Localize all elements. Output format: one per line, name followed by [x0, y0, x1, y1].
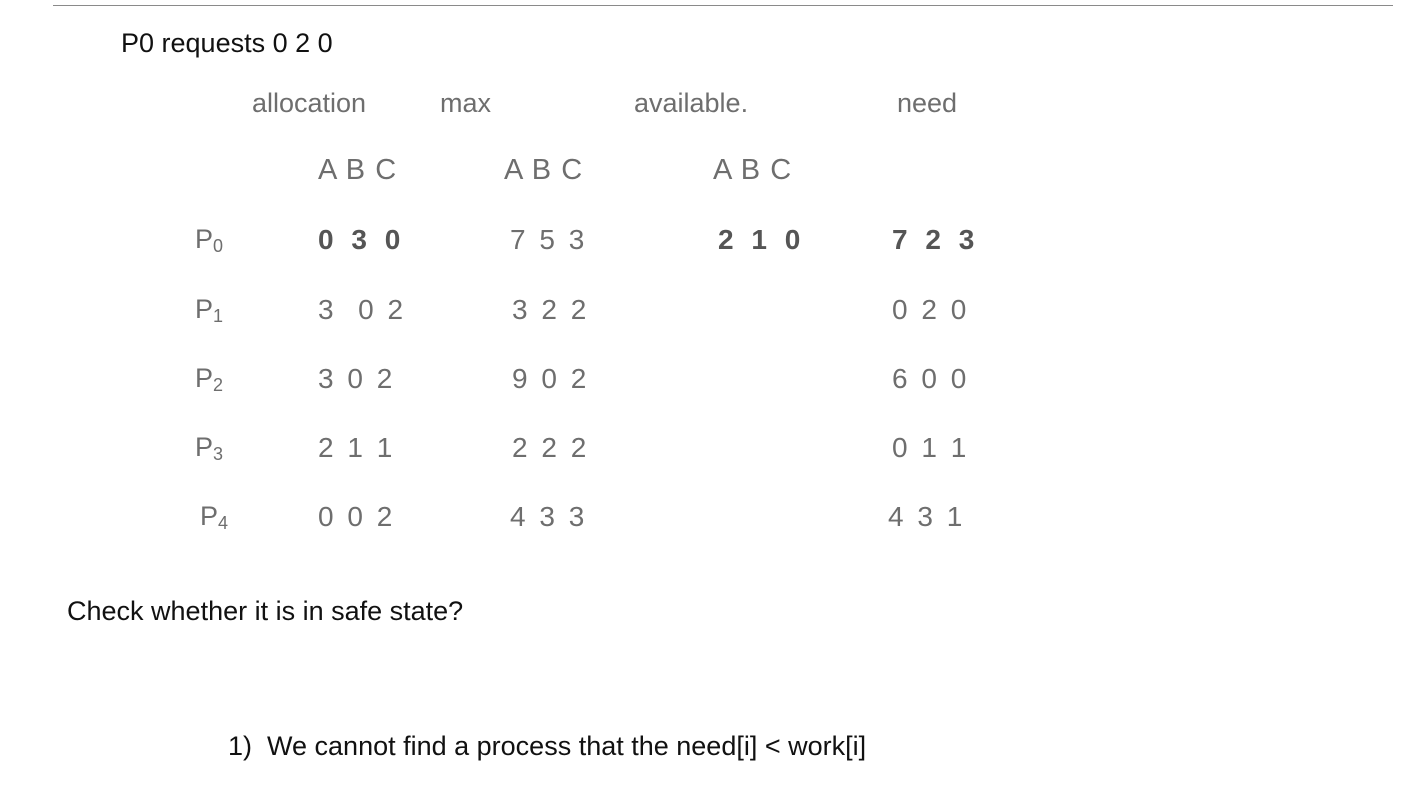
need-cell: 0 2 0 — [892, 294, 970, 325]
process-index: 0 — [213, 236, 224, 256]
allocation-header: allocation — [252, 88, 367, 118]
allocation-cell: 3 0 2 — [318, 363, 396, 394]
allocation-cell: 0 3 0 — [318, 224, 406, 255]
available-subheader: A B C — [713, 154, 793, 186]
page-title: P0 requests 0 2 0 — [121, 28, 333, 58]
process-index: 3 — [213, 444, 224, 464]
process-letter: P — [195, 294, 214, 324]
need-header: need — [897, 88, 958, 118]
max-subheader: A B C — [504, 154, 584, 186]
step-number: 1) — [228, 731, 253, 761]
available-header: available. — [634, 88, 749, 118]
max-cell: 7 5 3 — [510, 224, 588, 255]
process-label: P1 — [195, 294, 224, 326]
allocation-subheader: A B C — [318, 154, 398, 186]
max-cell: 4 3 3 — [510, 501, 588, 532]
need-cell: 7 2 3 — [892, 224, 980, 255]
process-index: 1 — [213, 306, 224, 326]
top-divider — [53, 5, 1393, 6]
process-letter: P — [200, 501, 219, 531]
process-label: P0 — [195, 224, 224, 256]
need-cell: 0 1 1 — [892, 432, 970, 463]
allocation-cell: 3 0 2 — [318, 294, 407, 325]
available-cell: 2 1 0 — [718, 224, 806, 255]
allocation-cell: 0 0 2 — [318, 501, 396, 532]
step-text: We cannot find a process that the need[i… — [267, 731, 867, 761]
max-cell: 2 2 2 — [512, 432, 590, 463]
process-letter: P — [195, 224, 214, 254]
need-cell: 6 0 0 — [892, 363, 970, 394]
max-cell: 3 2 2 — [512, 294, 590, 325]
process-label: P2 — [195, 363, 224, 395]
process-label: P3 — [195, 432, 224, 464]
process-label: P4 — [200, 501, 229, 533]
process-letter: P — [195, 363, 214, 393]
process-index: 4 — [218, 513, 229, 533]
max-cell: 9 0 2 — [512, 363, 590, 394]
max-header: max — [440, 88, 492, 118]
safe-state-question: Check whether it is in safe state? — [67, 596, 464, 626]
need-cell: 4 3 1 — [888, 501, 966, 532]
allocation-cell: 2 1 1 — [318, 432, 396, 463]
process-index: 2 — [213, 375, 224, 395]
process-letter: P — [195, 432, 214, 462]
step-item: 1) We cannot find a process that the nee… — [228, 733, 866, 760]
